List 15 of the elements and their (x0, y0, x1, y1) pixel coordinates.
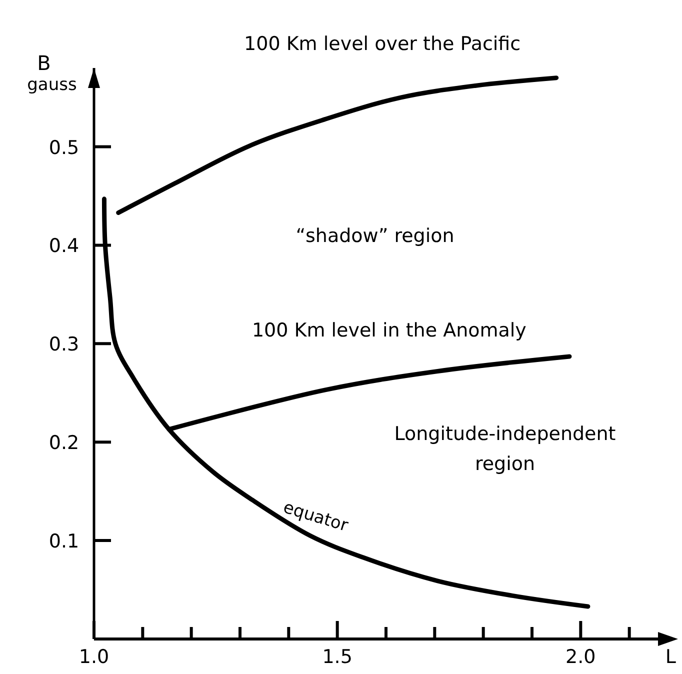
annotation: Longitude-independent region (394, 423, 616, 475)
x-tick-label: 2.0 (566, 646, 596, 668)
y-tick-label: 0.2 (48, 432, 80, 454)
x-axis-title: L (665, 646, 676, 668)
x-tick-label: 1.0 (78, 646, 110, 668)
series-label: 100 Km level over the Pacific (244, 32, 521, 55)
text: equator (280, 498, 350, 536)
x-tick-label: 1.5 (322, 646, 352, 668)
y-tick-label: 0.3 (48, 334, 80, 356)
y-tick-label: 0.1 (48, 530, 80, 553)
y-tick-label: 0.4 (48, 235, 80, 258)
y-axis-title: B gauss (27, 51, 77, 95)
series-label: 100 Km level in the Anomaly (252, 319, 526, 342)
y-tick-label: 0.5 (48, 136, 80, 159)
annotation: “shadow” region (296, 225, 454, 247)
